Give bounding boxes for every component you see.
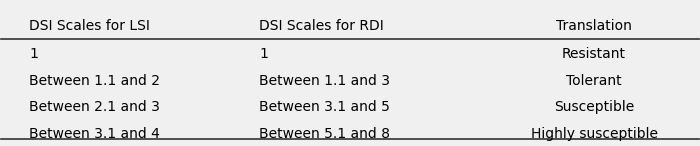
Text: 1: 1 [29,47,38,61]
Text: Between 1.1 and 2: Between 1.1 and 2 [29,74,160,88]
Text: DSI Scales for RDI: DSI Scales for RDI [260,19,384,33]
Text: Resistant: Resistant [562,47,626,61]
Text: Between 5.1 and 8: Between 5.1 and 8 [260,127,391,141]
Text: Between 3.1 and 5: Between 3.1 and 5 [260,100,390,114]
Text: Between 3.1 and 4: Between 3.1 and 4 [29,127,160,141]
Text: 1: 1 [260,47,268,61]
Text: Between 2.1 and 3: Between 2.1 and 3 [29,100,160,114]
Text: Susceptible: Susceptible [554,100,634,114]
Text: Highly susceptible: Highly susceptible [531,127,657,141]
Text: Tolerant: Tolerant [566,74,622,88]
Text: Between 1.1 and 3: Between 1.1 and 3 [260,74,391,88]
Text: Translation: Translation [556,19,632,33]
Text: DSI Scales for LSI: DSI Scales for LSI [29,19,150,33]
